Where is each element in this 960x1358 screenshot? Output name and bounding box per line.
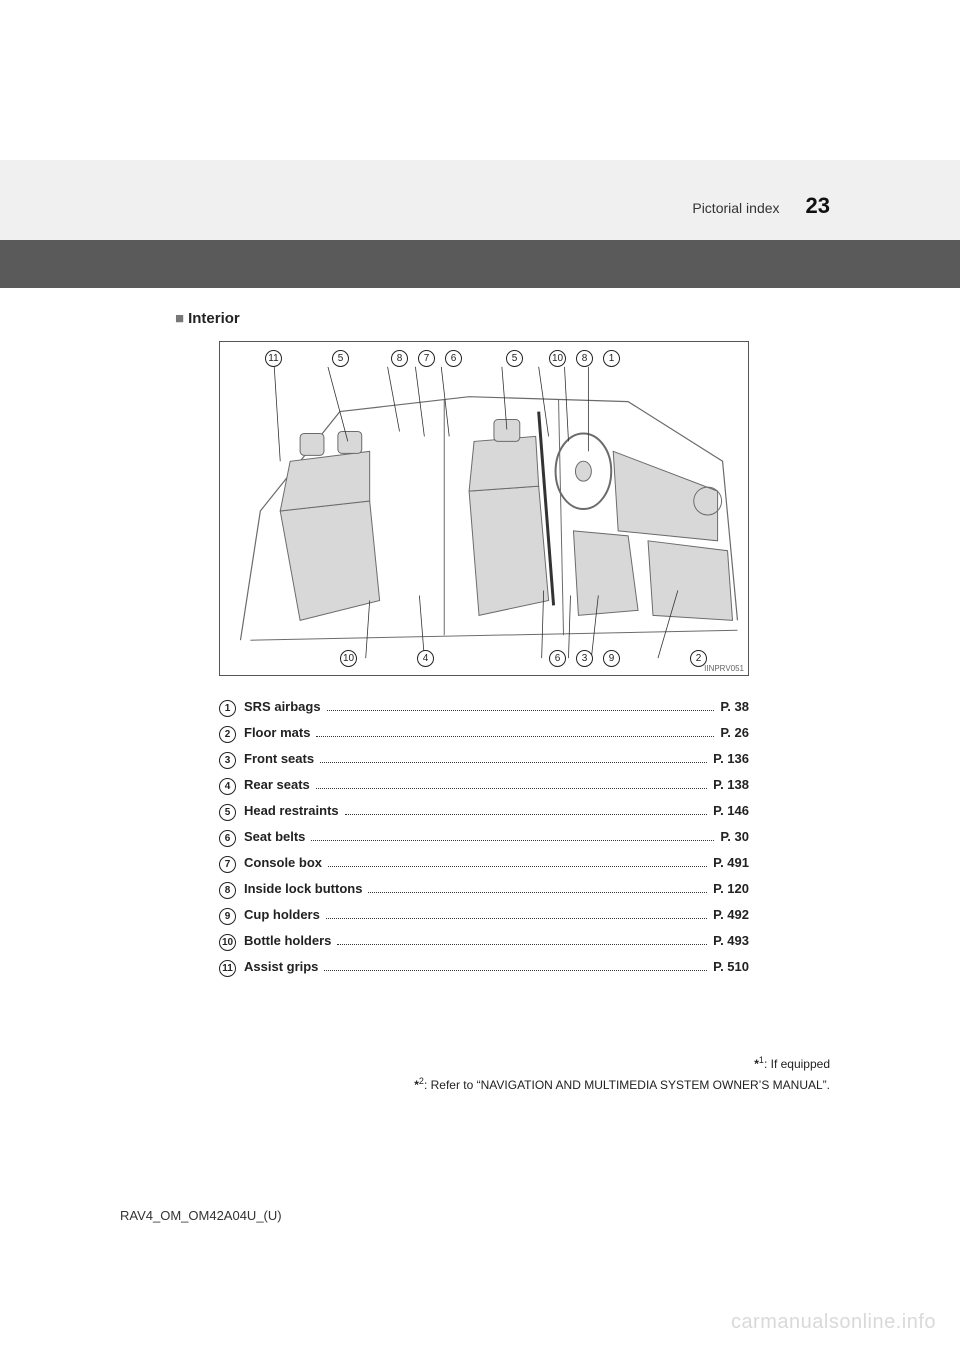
dot-leader [368,892,707,893]
index-list: 1 SRS airbags P. 38 2 Floor mats P. 26 3 Fron… [219,694,749,980]
index-item-page: P. 26 [720,720,749,746]
diagram-bottom-callouts: 10 4 6 3 9 2 [340,650,707,667]
section-title-text: Interior [188,310,240,327]
dot-leader [328,866,707,867]
index-row: 10 Bottle holders P. 493 [219,928,749,954]
footnotes: *1: If equipped *2: Refer to “NAVIGATION… [175,1053,830,1096]
index-item-page: P. 136 [713,746,749,772]
dot-leader [316,788,707,789]
index-item-page: P. 492 [713,902,749,928]
index-callout-number: 7 [219,856,236,873]
index-item-page: P. 38 [720,694,749,720]
index-row: 8 Inside lock buttons P. 120 [219,876,749,902]
header-section-name: Pictorial index [692,200,779,216]
dot-leader [311,840,714,841]
index-row: 5 Head restraints P. 146 [219,798,749,824]
dot-leader [320,762,707,763]
index-row: 9 Cup holders P. 492 [219,902,749,928]
index-item-label: Floor mats [244,720,310,746]
interior-diagram: 11 5 8 7 6 5 10 8 1 10 4 6 3 [219,341,749,676]
watermark: carmanualsonline.info [731,1311,936,1334]
index-callout-number: 11 [219,960,236,977]
interior-diagram-svg [220,342,748,675]
dot-leader [345,814,707,815]
footnote-text: : If equipped [764,1057,830,1071]
index-item-label: Rear seats [244,772,310,798]
index-callout-number: 8 [219,882,236,899]
dot-leader [326,918,707,919]
index-item-page: P. 493 [713,928,749,954]
diagram-image-code: IINPRV051 [704,664,744,673]
page-header: Pictorial index 23 [692,193,830,219]
index-item-label: Bottle holders [244,928,331,954]
footnote-1: *1: If equipped [175,1053,830,1074]
callout-number: 8 [576,350,593,367]
header-page-number: 23 [806,193,830,219]
callout-number: 7 [418,350,435,367]
callout-number: 8 [391,350,408,367]
callout-number: 6 [549,650,566,667]
callout-number: 6 [445,350,462,367]
index-item-page: P. 146 [713,798,749,824]
index-item-label: Console box [244,850,322,876]
index-row: 2 Floor mats P. 26 [219,720,749,746]
index-callout-number: 9 [219,908,236,925]
callout-number: 10 [549,350,566,367]
index-item-label: Inside lock buttons [244,876,362,902]
index-row: 4 Rear seats P. 138 [219,772,749,798]
index-row: 6 Seat belts P. 30 [219,824,749,850]
index-item-label: Front seats [244,746,314,772]
callout-number: 4 [417,650,434,667]
dot-leader [327,710,715,711]
index-row: 1 SRS airbags P. 38 [219,694,749,720]
index-item-label: Seat belts [244,824,305,850]
callout-number: 5 [506,350,523,367]
index-callout-number: 2 [219,726,236,743]
diagram-top-callouts: 11 5 8 7 6 5 10 8 1 [265,350,620,367]
index-callout-number: 4 [219,778,236,795]
index-callout-number: 5 [219,804,236,821]
section-bullet-icon: ■ [175,310,184,327]
document-code: RAV4_OM_OM42A04U_(U) [120,1208,282,1223]
callout-number: 1 [603,350,620,367]
index-item-label: Head restraints [244,798,339,824]
index-callout-number: 10 [219,934,236,951]
callout-number: 5 [332,350,349,367]
index-item-page: P. 510 [713,954,749,980]
footnote-2: *2: Refer to “NAVIGATION AND MULTIMEDIA … [175,1074,830,1095]
index-callout-number: 3 [219,752,236,769]
section-title: ■Interior [175,310,830,327]
index-item-label: Cup holders [244,902,320,928]
dot-leader [316,736,714,737]
index-callout-number: 6 [219,830,236,847]
index-item-page: P. 120 [713,876,749,902]
callout-number: 3 [576,650,593,667]
index-item-page: P. 138 [713,772,749,798]
dot-leader [324,970,707,971]
index-item-page: P. 491 [713,850,749,876]
index-item-label: Assist grips [244,954,318,980]
index-row: 3 Front seats P. 136 [219,746,749,772]
index-item-label: SRS airbags [244,694,321,720]
callout-number: 10 [340,650,357,667]
index-row: 11 Assist grips P. 510 [219,954,749,980]
callout-number: 11 [265,350,282,367]
footnote-text: : Refer to “NAVIGATION AND MULTIMEDIA SY… [424,1078,830,1092]
index-callout-number: 1 [219,700,236,717]
index-row: 7 Console box P. 491 [219,850,749,876]
dot-leader [337,944,707,945]
header-dark-band [0,240,960,288]
index-item-page: P. 30 [720,824,749,850]
callout-number: 9 [603,650,620,667]
